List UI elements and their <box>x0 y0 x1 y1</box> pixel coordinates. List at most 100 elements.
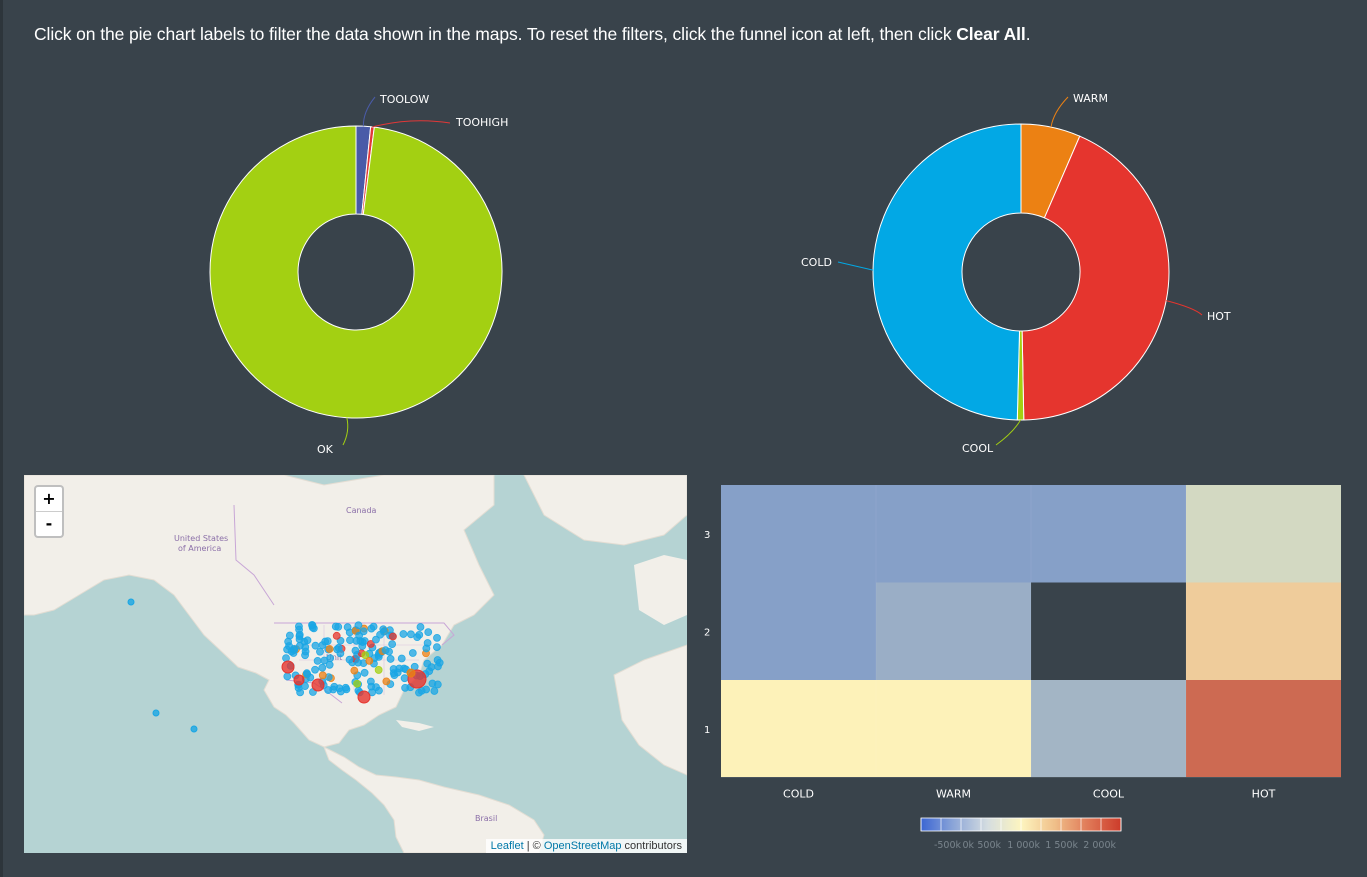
map-marker[interactable] <box>434 662 442 671</box>
map-marker[interactable] <box>127 598 135 606</box>
map-marker[interactable] <box>313 656 322 665</box>
map-marker[interactable] <box>296 688 305 697</box>
map-marker[interactable] <box>372 635 380 644</box>
map-marker[interactable] <box>430 687 439 695</box>
map-marker[interactable] <box>334 643 343 652</box>
pie-label-warm[interactable]: WARM <box>1073 92 1108 105</box>
map-marker[interactable] <box>357 690 371 704</box>
map-marker[interactable] <box>353 679 361 688</box>
map-marker[interactable] <box>382 677 391 686</box>
map-marker[interactable] <box>311 678 325 692</box>
map-marker[interactable] <box>427 663 436 672</box>
heatmap-cell[interactable] <box>1031 485 1186 583</box>
map-marker[interactable] <box>358 642 367 650</box>
map-marker[interactable] <box>345 655 354 664</box>
pie-label-cold[interactable]: COLD <box>801 256 832 269</box>
heatmap-cell[interactable] <box>1186 680 1341 778</box>
heatmap-cell[interactable] <box>721 485 876 583</box>
map-marker[interactable] <box>395 664 404 673</box>
map-marker[interactable] <box>433 656 442 664</box>
heatmap-cell[interactable] <box>876 485 1031 583</box>
map-marker[interactable] <box>399 630 408 638</box>
pie-label-ok[interactable]: OK <box>317 443 334 456</box>
map-marker[interactable] <box>152 709 160 717</box>
map-marker[interactable] <box>325 645 334 653</box>
heatmap-x-label[interactable]: WARM <box>936 788 971 801</box>
map-marker[interactable] <box>346 636 354 645</box>
pie-label-hot[interactable]: HOT <box>1207 310 1231 323</box>
map-marker[interactable] <box>400 674 409 683</box>
pie-slice-cold[interactable] <box>872 123 1022 421</box>
map-marker[interactable] <box>303 636 312 645</box>
map-marker[interactable] <box>329 685 338 694</box>
heatmap-x-label[interactable]: COOL <box>1093 788 1125 801</box>
map-marker[interactable] <box>351 646 360 655</box>
heatmap-cell[interactable] <box>1186 485 1341 583</box>
map-marker[interactable] <box>401 683 410 692</box>
map-marker[interactable] <box>301 643 310 652</box>
map-marker[interactable] <box>365 656 374 665</box>
heatmap-cell[interactable] <box>721 680 876 778</box>
map-marker[interactable] <box>413 633 422 642</box>
map-marker[interactable] <box>311 641 320 650</box>
map-marker[interactable] <box>372 683 380 692</box>
map-marker[interactable] <box>293 674 305 686</box>
map-marker[interactable] <box>374 666 383 674</box>
map-marker[interactable] <box>308 621 317 630</box>
pie-slice-hot[interactable] <box>1021 135 1170 421</box>
map-marker[interactable] <box>408 649 417 657</box>
map-marker[interactable] <box>366 640 375 648</box>
map-marker[interactable] <box>325 660 334 669</box>
map-marker[interactable] <box>281 660 295 674</box>
map-marker[interactable] <box>415 688 423 697</box>
map-marker[interactable] <box>295 630 304 639</box>
map-marker[interactable] <box>334 622 343 631</box>
map-marker[interactable] <box>416 623 425 631</box>
heatmap-x-label[interactable]: HOT <box>1252 788 1276 801</box>
leaflet-link[interactable]: Leaflet <box>490 840 524 852</box>
map-marker[interactable] <box>361 651 370 660</box>
map-marker[interactable] <box>283 672 292 681</box>
map-marker[interactable] <box>407 630 415 639</box>
map-marker[interactable] <box>359 627 368 636</box>
map-marker[interactable] <box>301 682 309 691</box>
pie-label-cool[interactable]: COOL <box>962 442 994 455</box>
map-marker[interactable] <box>318 663 327 672</box>
map-marker[interactable] <box>422 685 431 694</box>
map-marker[interactable] <box>350 666 359 675</box>
pie-label-toolow[interactable]: TOOLOW <box>379 93 429 106</box>
heatmap-x-label[interactable]: COLD <box>783 788 814 801</box>
map-marker[interactable] <box>354 621 363 630</box>
map-marker[interactable] <box>367 624 376 633</box>
map-marker[interactable] <box>311 665 319 674</box>
map-marker[interactable] <box>336 687 345 696</box>
map-marker[interactable] <box>389 669 398 677</box>
map-marker[interactable] <box>343 623 352 632</box>
heatmap-cell[interactable] <box>1031 680 1186 778</box>
zoom-out-button[interactable]: - <box>45 514 53 533</box>
map-marker[interactable] <box>397 654 406 663</box>
map-marker[interactable] <box>332 631 341 640</box>
map-marker[interactable] <box>424 628 433 637</box>
map-marker[interactable] <box>381 646 390 655</box>
map-marker[interactable] <box>386 655 395 663</box>
map-panel[interactable]: Canada United States of America Unit Bra… <box>24 475 687 853</box>
heatmap-cell[interactable] <box>876 680 1031 778</box>
map-marker[interactable] <box>389 632 397 641</box>
map-marker[interactable] <box>360 668 369 677</box>
map-marker[interactable] <box>318 671 327 680</box>
pie-label-toohigh[interactable]: TOOHIGH <box>455 116 508 129</box>
zoom-in-button[interactable]: + <box>36 487 62 512</box>
pie-slice-ok[interactable] <box>209 125 503 419</box>
map-marker[interactable] <box>433 633 441 642</box>
map-marker[interactable] <box>321 637 330 646</box>
heatmap-cell[interactable] <box>1186 582 1341 681</box>
heatmap-cell[interactable] <box>876 582 1031 681</box>
osm-link[interactable]: OpenStreetMap <box>543 840 622 852</box>
map-marker[interactable] <box>376 630 385 639</box>
map-marker[interactable] <box>406 668 416 678</box>
map-marker[interactable] <box>302 669 311 678</box>
map-marker[interactable] <box>433 680 442 689</box>
map-marker[interactable] <box>422 644 431 653</box>
map-marker[interactable] <box>284 637 293 646</box>
